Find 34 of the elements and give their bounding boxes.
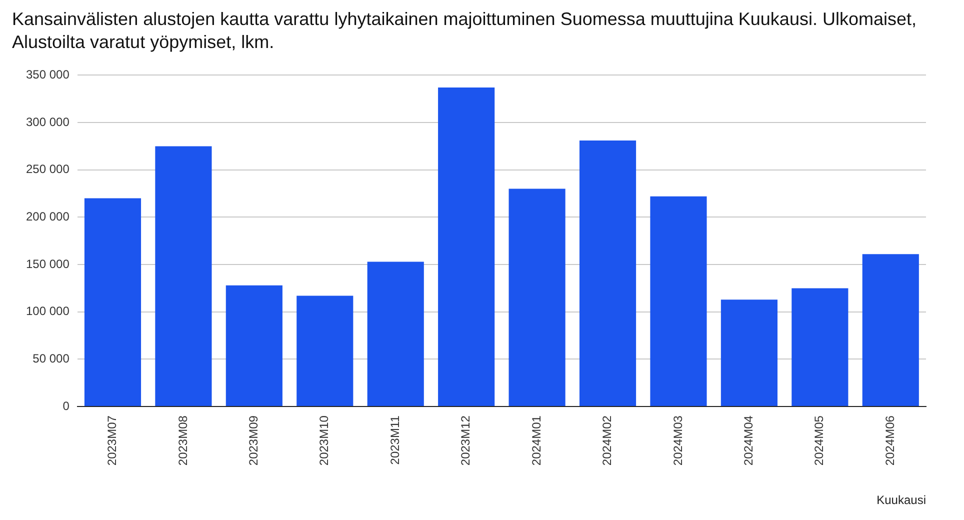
- bar: [579, 140, 636, 406]
- y-tick-label: 350 000: [26, 68, 70, 82]
- y-tick-label: 250 000: [26, 162, 70, 176]
- bar: [650, 196, 707, 406]
- bar: [438, 88, 495, 406]
- x-tick-label: 2023M07: [105, 415, 120, 466]
- y-tick-label: 150 000: [26, 256, 70, 271]
- bar: [84, 198, 142, 406]
- bar: [720, 300, 778, 406]
- bar: [508, 188, 566, 406]
- bar: [792, 288, 848, 406]
- x-tick-label: 2023M12: [458, 415, 473, 466]
- y-tick-label: 50 000: [32, 352, 70, 366]
- x-tick-label: 2023M10: [317, 415, 332, 466]
- y-tick-label: 0: [62, 398, 70, 413]
- x-tick-label: 2024M05: [812, 415, 826, 466]
- y-tick-label: 300 000: [26, 114, 70, 129]
- x-tick-label: 2024M03: [670, 415, 685, 466]
- x-tick-label: 2024M04: [742, 415, 756, 466]
- x-tick-label: 2024M06: [882, 415, 897, 466]
- y-tick-label: 100 000: [26, 304, 70, 318]
- bar: [226, 285, 282, 406]
- bar: [367, 262, 424, 406]
- bar: [862, 254, 919, 406]
- bar: [296, 296, 354, 406]
- y-tick-label: 200 000: [26, 210, 70, 224]
- chart-title: Kansainvälisten alustojen kautta varattu lyhytaikainen majoittuminen Suomessa muuttujina Kuukausi. Ulkomaiset, Alustoilta varatut yöpymiset, lkm.: [12, 8, 918, 54]
- x-tick-label: 2023M11: [388, 415, 402, 465]
- x-tick-label: 2024M02: [600, 415, 614, 466]
- x-tick-label: 2024M01: [529, 415, 544, 466]
- x-axis-title: Kuukausi: [876, 493, 926, 508]
- bar: [155, 146, 212, 406]
- x-tick-label: 2023M08: [176, 415, 190, 466]
- x-tick-label: 2023M09: [246, 415, 260, 466]
